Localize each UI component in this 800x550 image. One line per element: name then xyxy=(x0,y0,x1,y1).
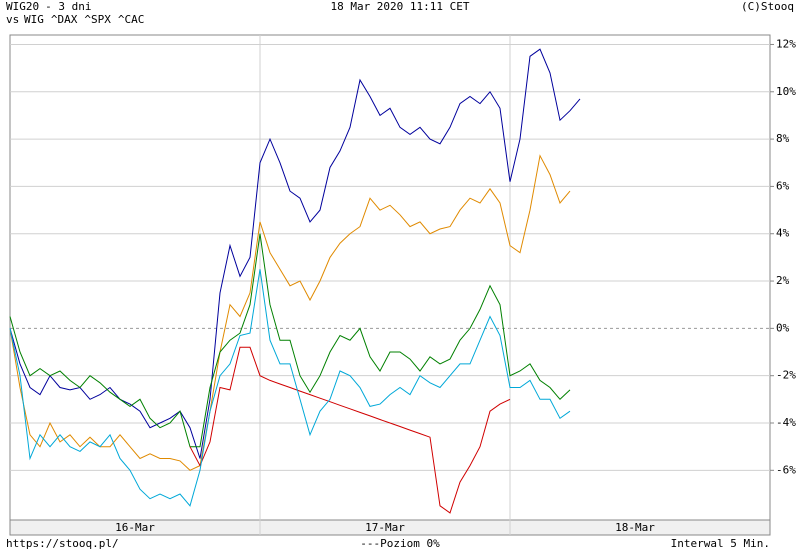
y-tick-label: -6% xyxy=(776,463,796,476)
series-line xyxy=(189,346,511,514)
interval: Interwal 5 Min. xyxy=(671,537,770,550)
legend-prefix: vs xyxy=(6,13,19,26)
chart-title: 18 Mar 2020 11:11 CET xyxy=(330,0,469,13)
y-tick-label: 2% xyxy=(776,274,790,287)
x-tick-label: 18-Mar xyxy=(615,521,655,534)
y-tick-label: 6% xyxy=(776,179,790,192)
copyright: (C)Stooq xyxy=(741,0,794,13)
legend-entry: WIG xyxy=(24,13,44,26)
y-tick-label: -2% xyxy=(776,369,796,382)
x-tick-label: 16-Mar xyxy=(115,521,155,534)
series-line xyxy=(9,154,571,471)
y-tick-label: -4% xyxy=(776,416,796,429)
series-line xyxy=(9,233,571,448)
series-line xyxy=(9,48,581,459)
main-series-name: WIG20 xyxy=(6,0,39,13)
legend-entry: ^CAC xyxy=(118,13,145,26)
subtitle: - 3 dni xyxy=(45,0,91,13)
x-axis-band xyxy=(9,519,771,536)
y-tick-label: 0% xyxy=(776,321,790,334)
y-tick-label: 4% xyxy=(776,227,790,240)
reference-label: ---Poziom 0% xyxy=(360,537,440,550)
x-tick-label: 17-Mar xyxy=(365,521,405,534)
series-line xyxy=(9,269,571,507)
legend-entry: ^DAX xyxy=(51,13,78,26)
y-tick-label: 8% xyxy=(776,132,790,145)
legend-entry: ^SPX xyxy=(84,13,111,26)
y-tick-label: 10% xyxy=(776,85,796,98)
source: https://stooq.pl/ xyxy=(6,537,119,550)
y-tick-label: 12% xyxy=(776,37,796,50)
